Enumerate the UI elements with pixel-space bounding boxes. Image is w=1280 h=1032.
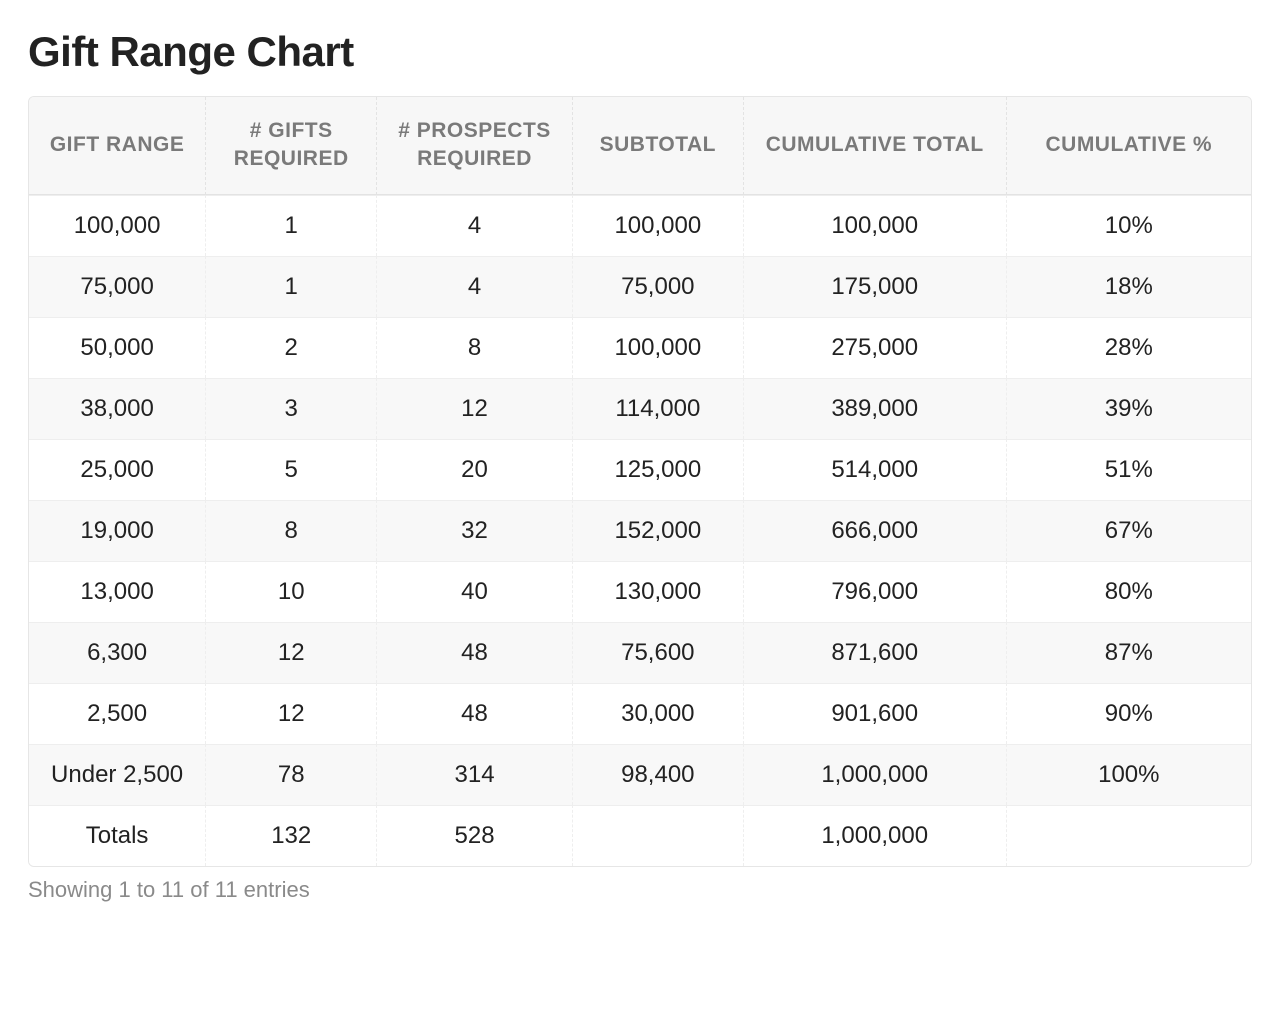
cell-gifts-required: 5 — [206, 439, 377, 500]
cell-prospects-required: 4 — [377, 195, 573, 256]
cell-cumulative-percent — [1007, 805, 1251, 866]
cell-gift-range: 6,300 — [29, 622, 206, 683]
col-header-prospects-required[interactable]: # PROSPECTS REQUIRED — [377, 97, 573, 195]
cell-cumulative-total: 901,600 — [744, 683, 1007, 744]
cell-gifts-required: 1 — [206, 256, 377, 317]
cell-prospects-required: 32 — [377, 500, 573, 561]
cell-cumulative-percent: 39% — [1007, 378, 1251, 439]
cell-cumulative-total: 100,000 — [744, 195, 1007, 256]
gift-range-table: GIFT RANGE # GIFTS REQUIRED # PROSPECTS … — [29, 97, 1251, 866]
cell-gifts-required: 12 — [206, 683, 377, 744]
table-row: 6,300 12 48 75,600 871,600 87% — [29, 622, 1251, 683]
table-row: 25,000 5 20 125,000 514,000 51% — [29, 439, 1251, 500]
cell-cumulative-total: 275,000 — [744, 317, 1007, 378]
cell-subtotal: 125,000 — [573, 439, 744, 500]
cell-subtotal — [573, 805, 744, 866]
col-header-cumulative-percent[interactable]: CUMULATIVE % — [1007, 97, 1251, 195]
cell-gifts-required: 12 — [206, 622, 377, 683]
gift-range-table-container: GIFT RANGE # GIFTS REQUIRED # PROSPECTS … — [28, 96, 1252, 867]
cell-subtotal: 100,000 — [573, 317, 744, 378]
cell-cumulative-percent: 90% — [1007, 683, 1251, 744]
cell-gifts-required: 2 — [206, 317, 377, 378]
cell-gift-range: 50,000 — [29, 317, 206, 378]
cell-cumulative-percent: 87% — [1007, 622, 1251, 683]
cell-gift-range: 25,000 — [29, 439, 206, 500]
cell-subtotal: 98,400 — [573, 744, 744, 805]
cell-cumulative-total: 175,000 — [744, 256, 1007, 317]
cell-cumulative-total: 796,000 — [744, 561, 1007, 622]
page-title: Gift Range Chart — [28, 28, 1252, 76]
cell-cumulative-total: 871,600 — [744, 622, 1007, 683]
cell-prospects-required: 528 — [377, 805, 573, 866]
cell-subtotal: 100,000 — [573, 195, 744, 256]
table-body: 100,000 1 4 100,000 100,000 10% 75,000 1… — [29, 195, 1251, 866]
cell-cumulative-percent: 28% — [1007, 317, 1251, 378]
cell-gifts-required: 10 — [206, 561, 377, 622]
cell-cumulative-percent: 80% — [1007, 561, 1251, 622]
cell-cumulative-total: 514,000 — [744, 439, 1007, 500]
cell-cumulative-percent: 67% — [1007, 500, 1251, 561]
cell-prospects-required: 12 — [377, 378, 573, 439]
col-header-gift-range[interactable]: GIFT RANGE — [29, 97, 206, 195]
cell-cumulative-percent: 18% — [1007, 256, 1251, 317]
table-row: 50,000 2 8 100,000 275,000 28% — [29, 317, 1251, 378]
cell-prospects-required: 40 — [377, 561, 573, 622]
cell-gifts-required: 3 — [206, 378, 377, 439]
col-header-cumulative-total[interactable]: CUMULATIVE TOTAL — [744, 97, 1007, 195]
table-header-row: GIFT RANGE # GIFTS REQUIRED # PROSPECTS … — [29, 97, 1251, 195]
cell-gifts-required: 78 — [206, 744, 377, 805]
table-row: 38,000 3 12 114,000 389,000 39% — [29, 378, 1251, 439]
cell-cumulative-total: 389,000 — [744, 378, 1007, 439]
cell-gifts-required: 1 — [206, 195, 377, 256]
table-row: 2,500 12 48 30,000 901,600 90% — [29, 683, 1251, 744]
cell-gift-range: 13,000 — [29, 561, 206, 622]
cell-cumulative-percent: 51% — [1007, 439, 1251, 500]
cell-prospects-required: 4 — [377, 256, 573, 317]
table-row: 100,000 1 4 100,000 100,000 10% — [29, 195, 1251, 256]
cell-gift-range: 38,000 — [29, 378, 206, 439]
cell-subtotal: 152,000 — [573, 500, 744, 561]
table-row: 19,000 8 32 152,000 666,000 67% — [29, 500, 1251, 561]
table-row-totals: Totals 132 528 1,000,000 — [29, 805, 1251, 866]
cell-prospects-required: 314 — [377, 744, 573, 805]
cell-gifts-required: 132 — [206, 805, 377, 866]
cell-cumulative-total: 1,000,000 — [744, 744, 1007, 805]
cell-prospects-required: 8 — [377, 317, 573, 378]
cell-subtotal: 114,000 — [573, 378, 744, 439]
cell-gifts-required: 8 — [206, 500, 377, 561]
cell-cumulative-total: 1,000,000 — [744, 805, 1007, 866]
cell-gift-range: 19,000 — [29, 500, 206, 561]
cell-subtotal: 75,000 — [573, 256, 744, 317]
col-header-gifts-required[interactable]: # GIFTS REQUIRED — [206, 97, 377, 195]
table-row: Under 2,500 78 314 98,400 1,000,000 100% — [29, 744, 1251, 805]
cell-prospects-required: 20 — [377, 439, 573, 500]
col-header-subtotal[interactable]: SUBTOTAL — [573, 97, 744, 195]
cell-prospects-required: 48 — [377, 622, 573, 683]
cell-cumulative-percent: 100% — [1007, 744, 1251, 805]
cell-cumulative-total: 666,000 — [744, 500, 1007, 561]
cell-gift-range: 2,500 — [29, 683, 206, 744]
cell-gift-range: 75,000 — [29, 256, 206, 317]
cell-gift-range: Totals — [29, 805, 206, 866]
cell-prospects-required: 48 — [377, 683, 573, 744]
table-row: 75,000 1 4 75,000 175,000 18% — [29, 256, 1251, 317]
cell-subtotal: 75,600 — [573, 622, 744, 683]
entries-info: Showing 1 to 11 of 11 entries — [28, 877, 1252, 903]
cell-subtotal: 130,000 — [573, 561, 744, 622]
table-row: 13,000 10 40 130,000 796,000 80% — [29, 561, 1251, 622]
cell-subtotal: 30,000 — [573, 683, 744, 744]
cell-gift-range: 100,000 — [29, 195, 206, 256]
cell-cumulative-percent: 10% — [1007, 195, 1251, 256]
cell-gift-range: Under 2,500 — [29, 744, 206, 805]
